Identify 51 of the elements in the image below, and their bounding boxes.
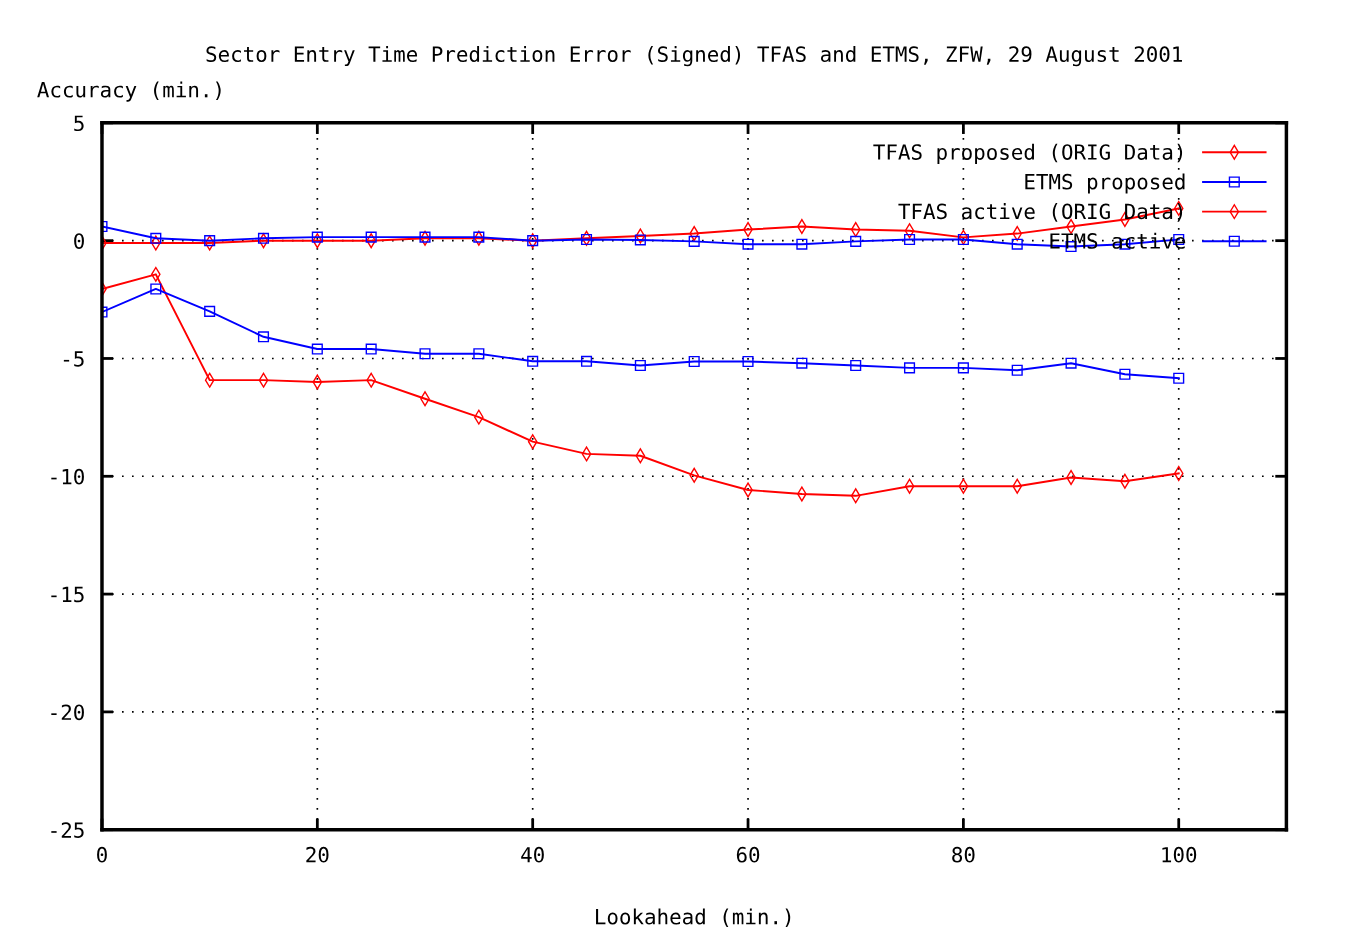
point xyxy=(150,283,162,295)
y-tick-label: -5 xyxy=(63,351,84,367)
point xyxy=(257,331,270,343)
point xyxy=(1065,357,1077,369)
point xyxy=(903,362,916,374)
point xyxy=(150,232,162,244)
point xyxy=(688,235,700,247)
point xyxy=(688,355,700,368)
point xyxy=(850,359,862,372)
y-axis-title: Accuracy (min.) xyxy=(37,81,221,102)
point xyxy=(204,235,216,247)
point xyxy=(365,343,377,355)
x-tick-label: 0 xyxy=(97,846,107,863)
point xyxy=(527,355,539,367)
y-tick-label: -20 xyxy=(51,704,84,721)
legend-label: TFAS proposed (ORIG Data) xyxy=(873,143,1183,164)
chart-title: Sector Entry Time Prediction Error (Signed) TFAS and ETMS, ZFW, 29 August 2001 xyxy=(206,45,1182,67)
point xyxy=(580,355,593,367)
y-tick-label: 5 xyxy=(74,115,84,132)
point xyxy=(796,357,808,369)
point xyxy=(903,233,916,246)
x-tick-label: 60 xyxy=(736,846,760,863)
point xyxy=(634,359,646,372)
point xyxy=(796,238,808,250)
point xyxy=(311,343,323,355)
x-tick-label: 80 xyxy=(952,846,975,863)
point xyxy=(1011,238,1023,250)
x-tick-label: 100 xyxy=(1162,846,1197,863)
point xyxy=(957,233,969,246)
y-tick-label: -15 xyxy=(51,586,84,603)
y-tick-label: -25 xyxy=(51,822,84,838)
y-tick-label: -10 xyxy=(51,468,84,485)
point xyxy=(204,305,216,317)
point xyxy=(1011,364,1023,376)
point xyxy=(257,232,270,244)
point xyxy=(1119,368,1131,380)
point xyxy=(365,231,377,243)
point xyxy=(957,362,969,374)
point xyxy=(473,348,485,360)
x-tick-label: 20 xyxy=(306,846,329,863)
point xyxy=(1173,372,1185,384)
point xyxy=(742,238,754,250)
legend-label: ETMS proposed xyxy=(1025,173,1185,194)
point xyxy=(311,231,323,243)
y-tick-label: 0 xyxy=(74,233,84,249)
x-tick-label: 40 xyxy=(521,846,544,863)
x-axis-title: Lookahead (min.) xyxy=(596,908,791,927)
point xyxy=(419,348,431,360)
point xyxy=(850,235,862,247)
point xyxy=(742,355,754,368)
point xyxy=(634,234,646,246)
